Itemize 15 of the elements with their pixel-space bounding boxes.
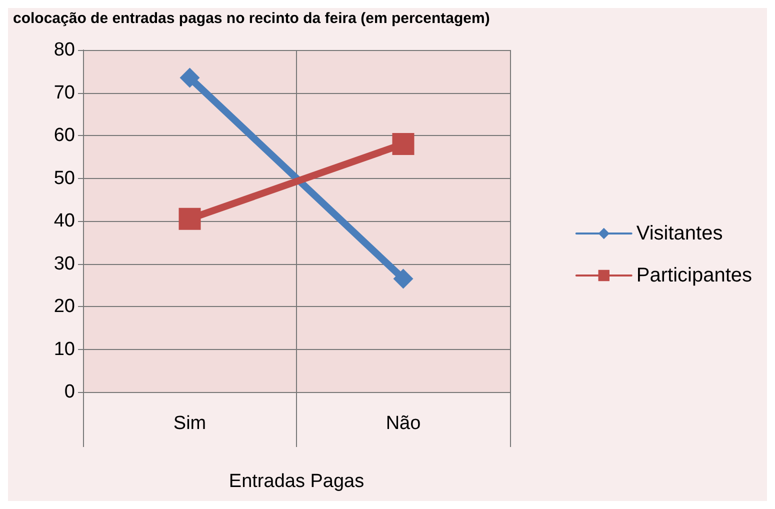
legend-label: Participantes <box>636 264 752 286</box>
x-tick-label: Sim <box>173 413 206 434</box>
y-tick-label: 40 <box>54 210 75 232</box>
x-axis-title: Entradas Pagas <box>228 471 364 492</box>
y-tick-label: 20 <box>54 296 75 317</box>
y-tick-label: 0 <box>64 382 75 402</box>
chart-title: colocação de entradas pagas no recinto da feira (em percentagem) <box>13 10 490 27</box>
y-tick-label: 80 <box>54 40 75 60</box>
x-tick-label: Não <box>386 413 421 434</box>
y-tick-label: 10 <box>54 338 75 360</box>
y-tick-label: 50 <box>54 168 75 189</box>
y-tick-label: 70 <box>54 82 75 104</box>
y-tick-label: 30 <box>54 253 75 274</box>
y-tick-label: 60 <box>54 125 75 146</box>
legend-label: Visitantes <box>636 222 723 244</box>
